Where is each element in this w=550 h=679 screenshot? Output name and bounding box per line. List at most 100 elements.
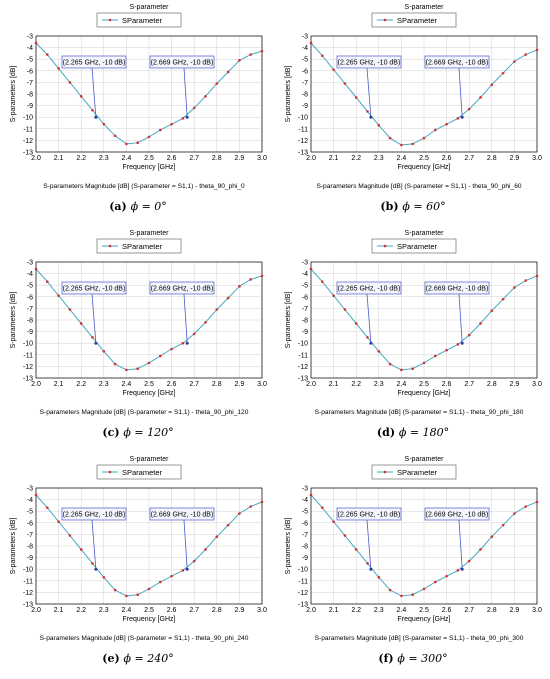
legend-box (96, 464, 182, 480)
series-marker (332, 520, 335, 523)
legend-box (371, 464, 457, 480)
series-marker (400, 143, 403, 147)
series-marker (249, 53, 252, 56)
series-marker (501, 71, 505, 75)
y-tick-label: -13 (298, 376, 308, 383)
panel-caption: (f) ϕ = 300° (378, 652, 447, 665)
series-marker (113, 134, 117, 138)
annotation-box (424, 55, 490, 69)
annotation-leader-line (91, 293, 97, 344)
annotation-point (185, 115, 189, 119)
y-tick-label: -5 (27, 283, 33, 290)
series-marker (535, 500, 539, 504)
y-tick-label: -5 (27, 57, 33, 64)
series-marker (102, 350, 106, 353)
x-tick-label: 2.7 (464, 155, 474, 162)
y-tick-label: -13 (23, 602, 33, 609)
legend-marker-swatch (383, 244, 387, 248)
x-tick-label: 2.1 (329, 155, 339, 162)
caption-angle: ϕ = 0° (131, 200, 167, 213)
series-marker (479, 548, 482, 551)
series-marker (332, 294, 335, 297)
x-tick-label: 2.6 (167, 155, 177, 162)
series-marker (204, 321, 207, 324)
annotation-point (369, 115, 373, 119)
x-tick-label: 2.5 (144, 381, 154, 388)
series-marker (46, 280, 49, 284)
x-axis-label: Frequency [GHz] (398, 164, 451, 171)
x-tick-label: 2.4 (122, 155, 132, 162)
legend-label: SParameter (397, 242, 438, 251)
series-marker (34, 267, 38, 271)
series-marker (57, 67, 60, 70)
series-marker (249, 278, 252, 281)
series-marker (501, 297, 505, 301)
series-marker (170, 347, 173, 351)
series-marker (238, 285, 241, 288)
series-marker (513, 60, 516, 63)
x-tick-label: 2.0 (31, 381, 41, 388)
chart-subtitle: S-parameters Magnitude [dB] (S-parameter… (315, 409, 524, 416)
x-tick-label: 2.5 (144, 155, 154, 162)
annotation-box (336, 55, 402, 69)
y-tick-label: -10 (298, 341, 308, 348)
y-tick-label: -12 (23, 364, 33, 371)
y-axis-label: S-parameters [dB] (10, 66, 17, 123)
series-marker (238, 59, 241, 62)
series-marker (422, 361, 426, 365)
series-marker (377, 350, 381, 353)
x-tick-label: 3.0 (532, 381, 542, 388)
series-marker (332, 68, 335, 71)
x-tick-label: 2.8 (212, 155, 222, 162)
x-tick-label: 2.4 (397, 607, 407, 614)
x-tick-label: 2.6 (442, 381, 452, 388)
series-marker (215, 535, 219, 539)
x-tick-label: 2.5 (419, 155, 429, 162)
caption-angle: ϕ = 60° (402, 200, 445, 213)
x-tick-label: 2.6 (442, 607, 452, 614)
legend-box (96, 12, 182, 28)
annotation-leader-line (183, 67, 188, 118)
x-tick-label: 2.1 (54, 155, 64, 162)
series-marker (91, 562, 94, 565)
x-tick-label: 2.9 (235, 607, 245, 614)
chart-subtitle: S-parameters Magnitude [dB] (S-parameter… (40, 409, 249, 416)
chart-subtitle: S-parameters Magnitude [dB] (S-parameter… (315, 635, 524, 642)
y-tick-label: -11 (23, 126, 33, 133)
series-marker (181, 117, 185, 120)
y-tick-label: -8 (302, 92, 308, 99)
y-tick-label: -8 (302, 544, 308, 551)
series-marker (513, 512, 516, 515)
series-marker (46, 506, 49, 510)
chart-panel-e: S-parameter SParameter 2.0 2.1 2.2 2.3 2.4 2.5 2… (0, 452, 275, 678)
chart-subtitle: S-parameters Magnitude [dB] (S-parameter… (40, 635, 249, 642)
annotation-leader-line (366, 293, 372, 344)
series-marker (524, 53, 527, 56)
y-tick-label: -13 (298, 150, 308, 157)
series-marker (490, 83, 494, 87)
y-tick-label: -12 (298, 138, 308, 145)
legend-box (96, 238, 182, 254)
series-marker (226, 296, 230, 300)
chart-f-svg: S-parameter SParameter 2.0 2.1 2.2 2.3 2.4 2.5 2… (285, 456, 542, 665)
y-tick-label: -9 (27, 555, 33, 562)
x-tick-label: 2.5 (419, 607, 429, 614)
x-tick-label: 2.8 (487, 155, 497, 162)
annotation-leader-line (366, 519, 372, 570)
annotation-label: (2.669 GHz, -10 dB) (426, 512, 489, 519)
annotation-label: (2.265 GHz, -10 dB) (338, 512, 401, 519)
caption-angle: ϕ = 180° (399, 426, 449, 439)
series-marker (411, 367, 414, 371)
y-tick-label: -11 (298, 126, 308, 133)
plot-frame (310, 261, 538, 379)
annotation-leader-line (183, 293, 188, 344)
y-tick-label: -3 (302, 34, 308, 41)
plot-frame (310, 35, 538, 153)
chart-panel-f: S-parameter SParameter 2.0 2.1 2.2 2.3 2.4 2.5 2… (275, 452, 550, 678)
series-marker (136, 593, 139, 597)
caption-tag: (a) (109, 200, 130, 213)
series-marker (366, 562, 369, 565)
series-marker (354, 322, 358, 325)
annotation-box (149, 281, 215, 295)
series-marker (68, 534, 72, 537)
